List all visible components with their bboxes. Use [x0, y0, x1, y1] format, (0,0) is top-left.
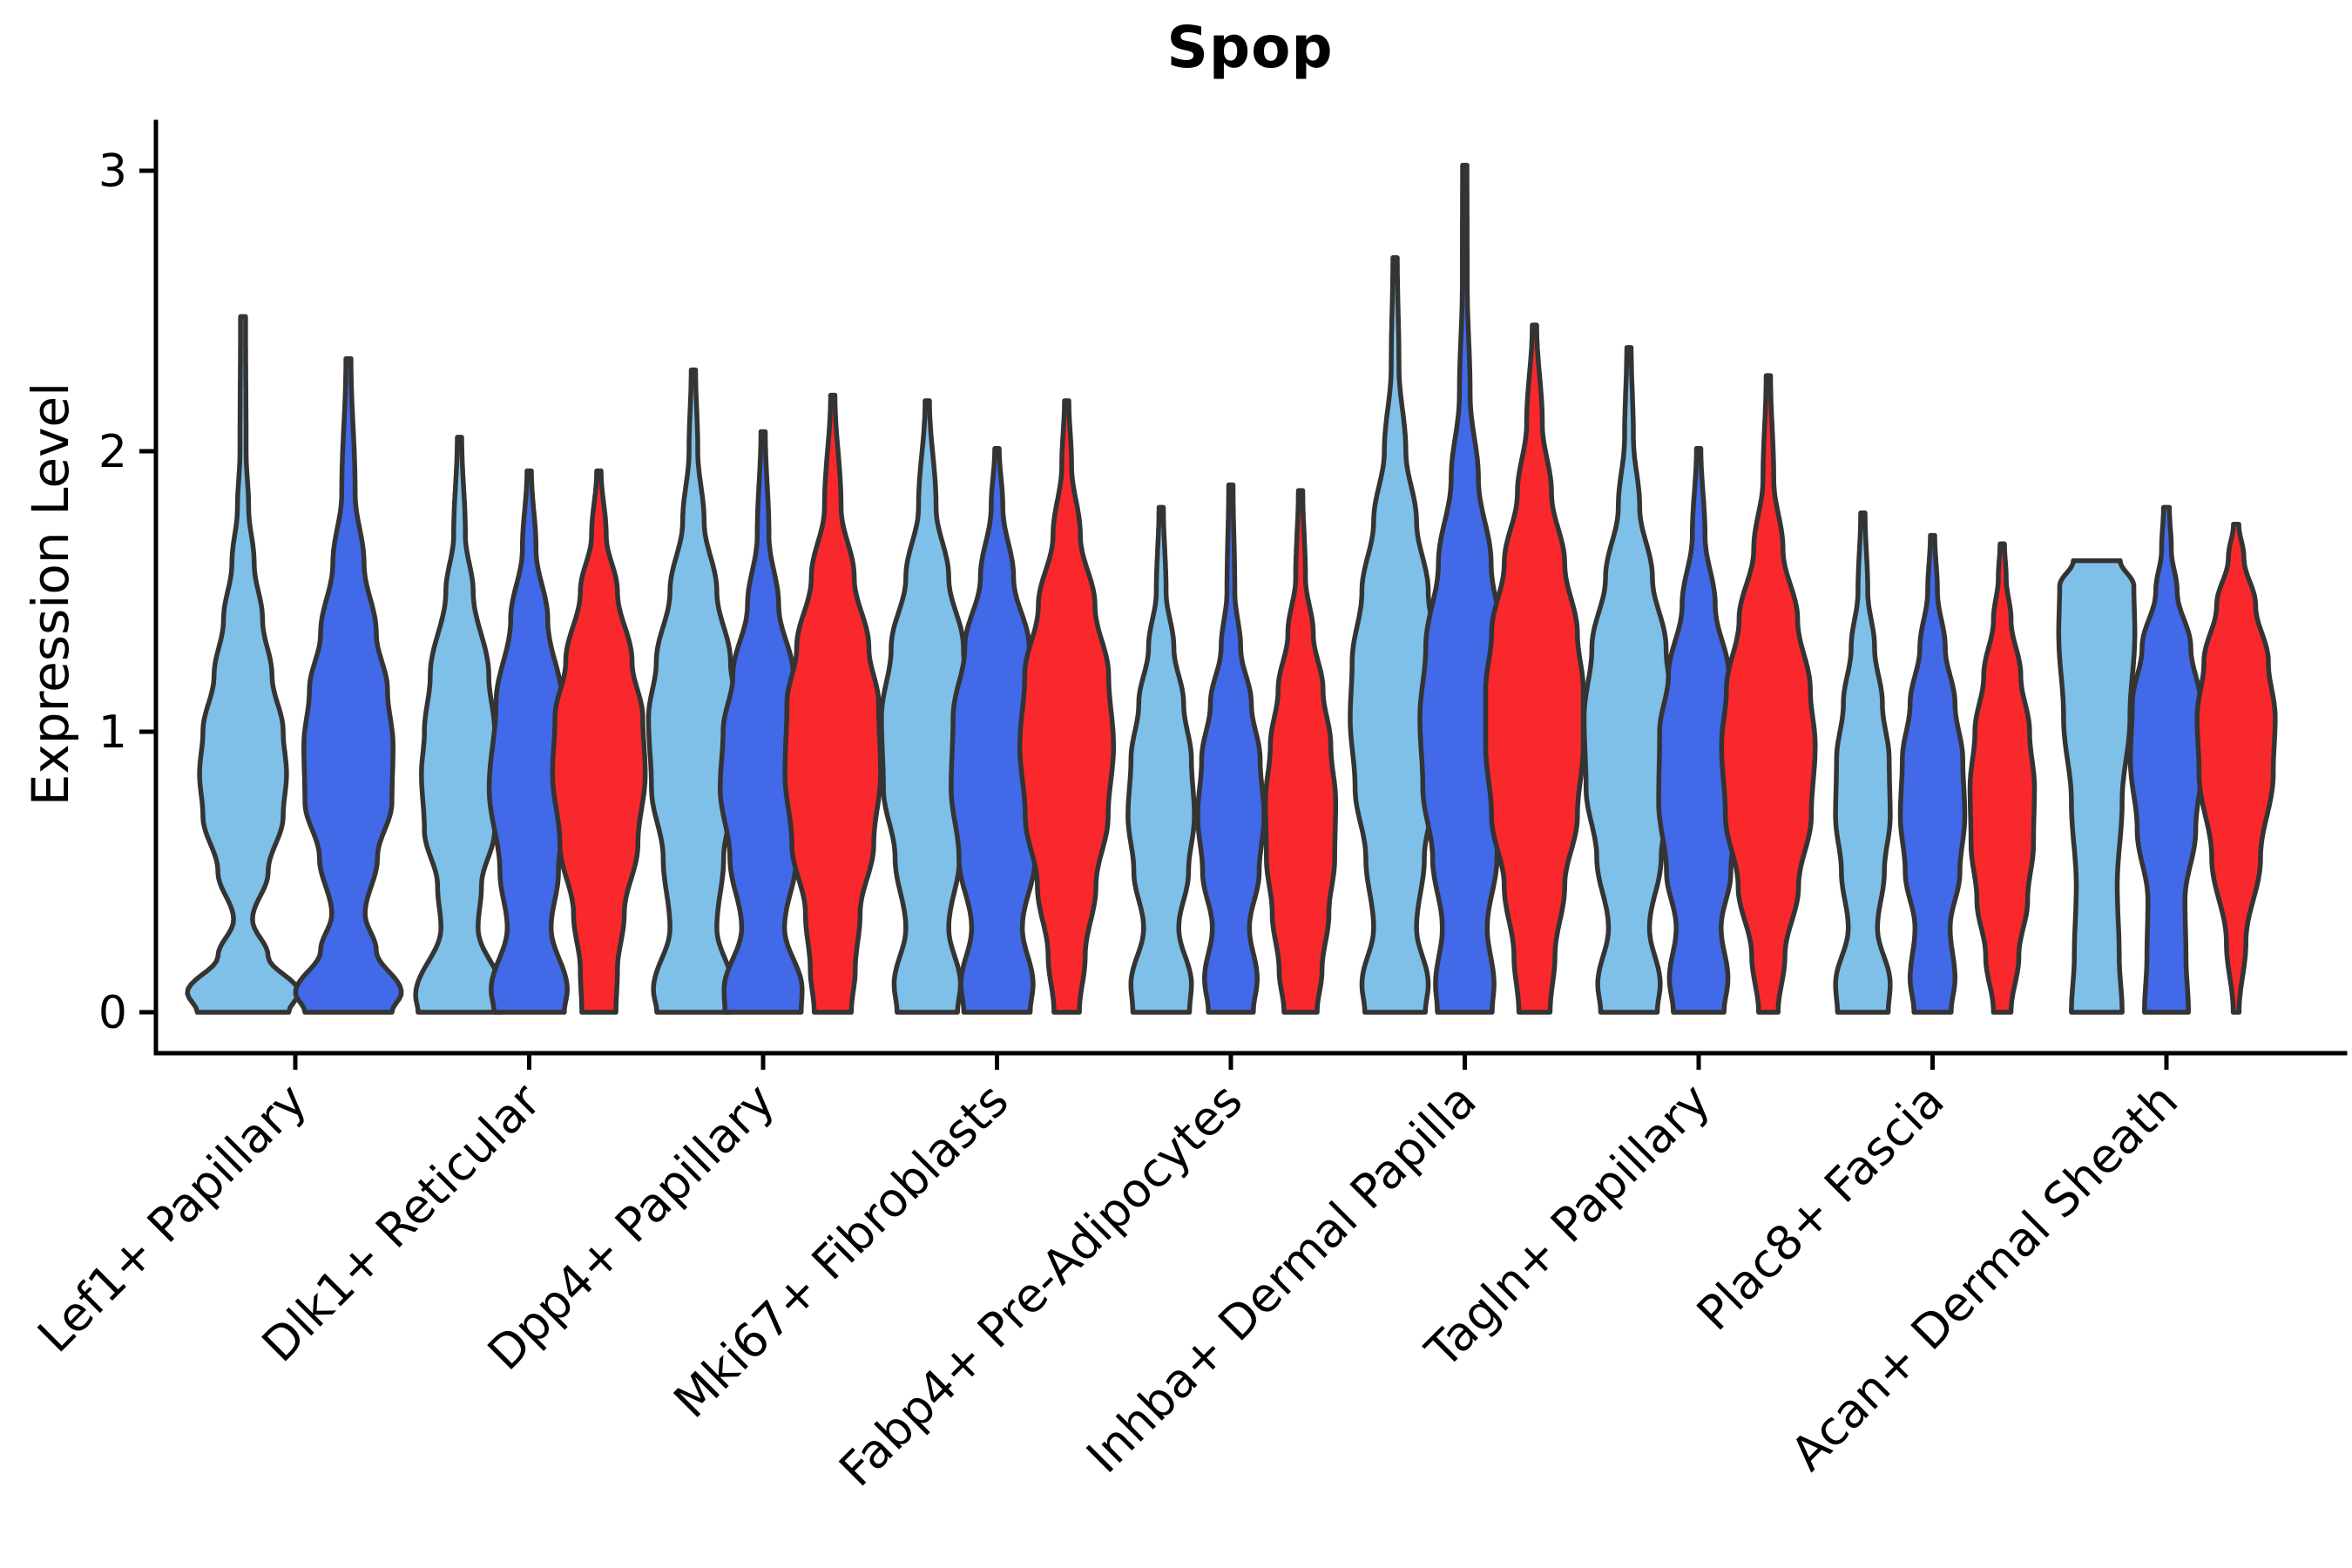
violin-dlk1-reticular-split-1	[413, 435, 506, 1015]
x-tick-label-plac8-fascia: Plac8+ Fascia	[1686, 1073, 1955, 1342]
violin-plac8-fascia-split-1	[1833, 510, 1893, 1015]
violin-acan-dermal-sheath-split-2	[2127, 504, 2206, 1015]
violin-mki67-fibroblasts-split-3	[1017, 398, 1117, 1015]
x-tick-label-acan-dermal-sheath: Acan+ Dermal Sheath	[1781, 1073, 2188, 1481]
chart-title: Spop	[1166, 14, 1334, 81]
violin-fabp4-pre-adipocytes-split-1	[1125, 504, 1197, 1015]
axis-spines	[153, 119, 2348, 1056]
y-tick-label-2: 2	[98, 426, 127, 478]
violin-inhba-dermal-papilla-split-3	[1483, 322, 1586, 1015]
violin-lef1-papillary-split-1	[185, 314, 301, 1015]
violin-plac8-fascia-split-2	[1897, 532, 1968, 1015]
violin-lef1-papillary-split-2	[293, 355, 404, 1015]
violin-tagln-papillary-split-1	[1581, 345, 1677, 1015]
violin-acan-dermal-sheath-split-1	[2056, 558, 2138, 1015]
violin-dpp4-papillary-split-1	[645, 367, 741, 1015]
violin-tagln-papillary-split-3	[1719, 373, 1818, 1015]
violin-acan-dermal-sheath-split-3	[2194, 521, 2278, 1015]
y-tick-label-0: 0	[98, 987, 127, 1039]
violin-dlk1-reticular-split-3	[550, 468, 648, 1015]
violin-inhba-dermal-papilla-split-2	[1417, 162, 1512, 1015]
violin-fabp4-pre-adipocytes-split-3	[1262, 488, 1339, 1015]
violin-plac8-fascia-split-3	[1967, 541, 2038, 1015]
violin-fabp4-pre-adipocytes-split-2	[1195, 482, 1267, 1015]
y-tick-label-1: 1	[98, 706, 127, 759]
x-tick-label-fabp4-pre-adipocytes: Fabp4+ Pre-Adipocytes	[828, 1073, 1253, 1497]
violin-dpp4-papillary-split-3	[782, 392, 883, 1015]
x-tick-label-inhba-dermal-papilla: Inhba+ Dermal Papilla	[1076, 1073, 1486, 1484]
y-tick-label-3: 3	[98, 145, 127, 198]
